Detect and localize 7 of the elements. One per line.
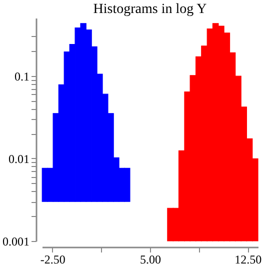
x-tick-label: -2.50 — [40, 252, 66, 266]
y-tick-label: 0.1 — [14, 69, 30, 84]
y-tick-label: 0.001 — [2, 234, 30, 248]
y-tick-label: 0.01 — [8, 152, 30, 166]
chart-title: Histograms in log Y — [93, 2, 207, 17]
x-tick-label: 5.00 — [140, 252, 161, 266]
x-tick-label: 12.50 — [234, 252, 262, 266]
